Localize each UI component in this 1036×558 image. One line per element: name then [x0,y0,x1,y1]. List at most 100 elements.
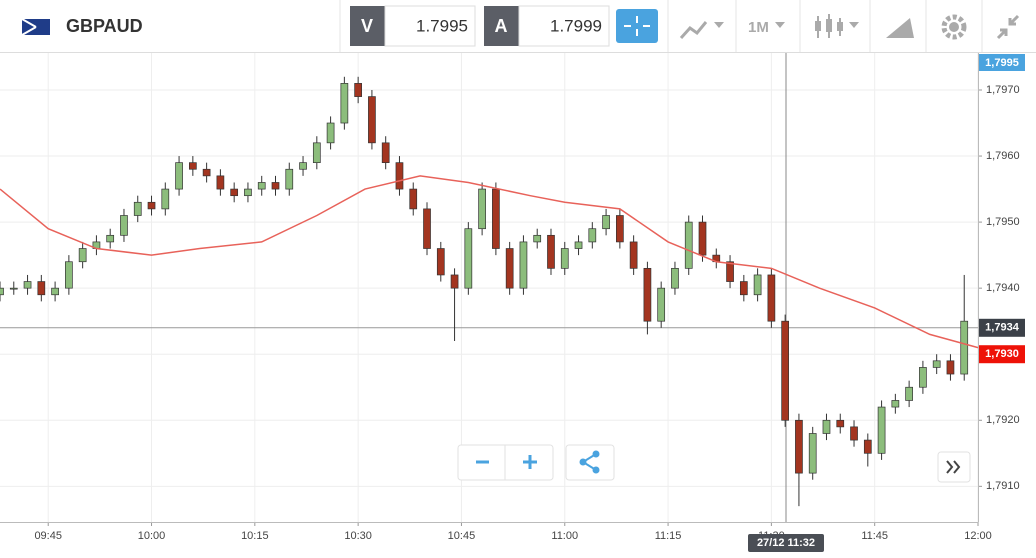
candle-body [368,96,376,144]
crosshair-badge [748,534,824,552]
x-tick-label: 10:30 [344,530,372,542]
candle-body [850,426,858,441]
share-icon [592,466,600,474]
candle-body [436,248,445,276]
ask-label: A [495,16,508,36]
candle-body [602,215,610,230]
candle-body [271,182,280,190]
flag-cross [21,18,37,36]
candle-body [629,241,638,269]
candle-body [616,215,624,243]
price-badge [979,318,1025,337]
candle-body [161,188,170,210]
zoom-controls [457,444,971,483]
toolbar: GBPAUD V 1.7995 A 1.7999 1M [0,0,1036,53]
candle-body [698,221,707,256]
y-tick-label: 1,7940 [986,282,1020,294]
candle-body [409,188,418,210]
candle-body [216,175,225,190]
candle-body [905,386,913,401]
price-badge-label: 1,7934 [985,322,1020,334]
candle-body [863,439,872,454]
candle-body [51,287,59,296]
candle-body [340,83,349,124]
chart-type-icon[interactable] [679,21,708,40]
settings-icon[interactable] [941,14,967,40]
bid-box[interactable] [350,6,385,46]
candle-body [795,419,803,474]
candle-icon [837,22,843,31]
zoom-in[interactable] [523,455,537,469]
candle-body [326,122,335,144]
candle-body [450,274,459,289]
candle-body [188,162,197,170]
share-button[interactable] [565,444,615,481]
candle-body [671,267,679,289]
candle-icon [815,21,821,31]
candle-body [547,234,555,269]
price-badge [979,345,1025,364]
crosshair-icon [624,16,650,36]
ask-field[interactable] [518,5,610,47]
candle-body [560,248,569,269]
candle-body [78,248,87,263]
candle-body [423,208,431,249]
candle-body [960,320,969,375]
candle-body [533,234,542,243]
candle-body [836,419,845,428]
x-tick-label: 12:00 [964,530,992,542]
x-tick-label: 10:15 [241,530,269,542]
candle-body [492,188,500,249]
candle-body [643,267,652,322]
candle-icon [826,19,832,32]
candle-body [0,287,4,296]
moving-average [0,175,979,349]
price-badge [979,54,1025,71]
period[interactable]: 1M [748,19,769,36]
share-icon [592,450,600,458]
draw-icon[interactable] [886,18,914,38]
candle-body [395,162,404,190]
candle-body [726,261,734,282]
candle-body [106,234,115,243]
candle-body [505,248,514,289]
candle-body [23,281,32,289]
scroll-button[interactable] [937,451,971,483]
candle-body [574,241,583,249]
scroll-icon [946,460,961,474]
price-badge-label: 1,7995 [985,57,1019,69]
dropdown[interactable] [714,22,724,28]
candle-body [781,320,790,421]
candle-body [285,168,294,190]
candle-body [767,274,776,322]
candle-body [37,281,46,296]
candle-body [684,221,693,269]
bid-price: 1.7995 [416,16,468,35]
y-tick-label: 1,7960 [986,150,1020,162]
candle-body [877,406,886,454]
candle-body [946,360,955,375]
ask-box[interactable] [484,6,519,46]
y-tick-label: 1,7910 [986,480,1020,492]
symbol[interactable]: GBPAUD [66,16,143,36]
x-tick-label: 09:45 [34,530,62,542]
dropdown[interactable] [849,22,859,28]
candle-body [739,281,748,296]
candle-body [175,162,183,190]
bid-field[interactable] [384,5,476,47]
settings-icon [949,22,959,32]
candle-body [919,367,927,388]
dropdown[interactable] [775,22,785,28]
candle-body [65,261,73,289]
share-icon [579,458,587,466]
candle-body [147,201,156,210]
crosshair-button[interactable] [616,9,658,43]
candle-body [9,287,18,290]
collapse-icon[interactable] [996,14,1020,40]
x-tick-label: 11:45 [861,530,888,542]
candle-body [808,433,817,474]
candle-body [120,215,128,236]
candle-body [299,162,307,170]
